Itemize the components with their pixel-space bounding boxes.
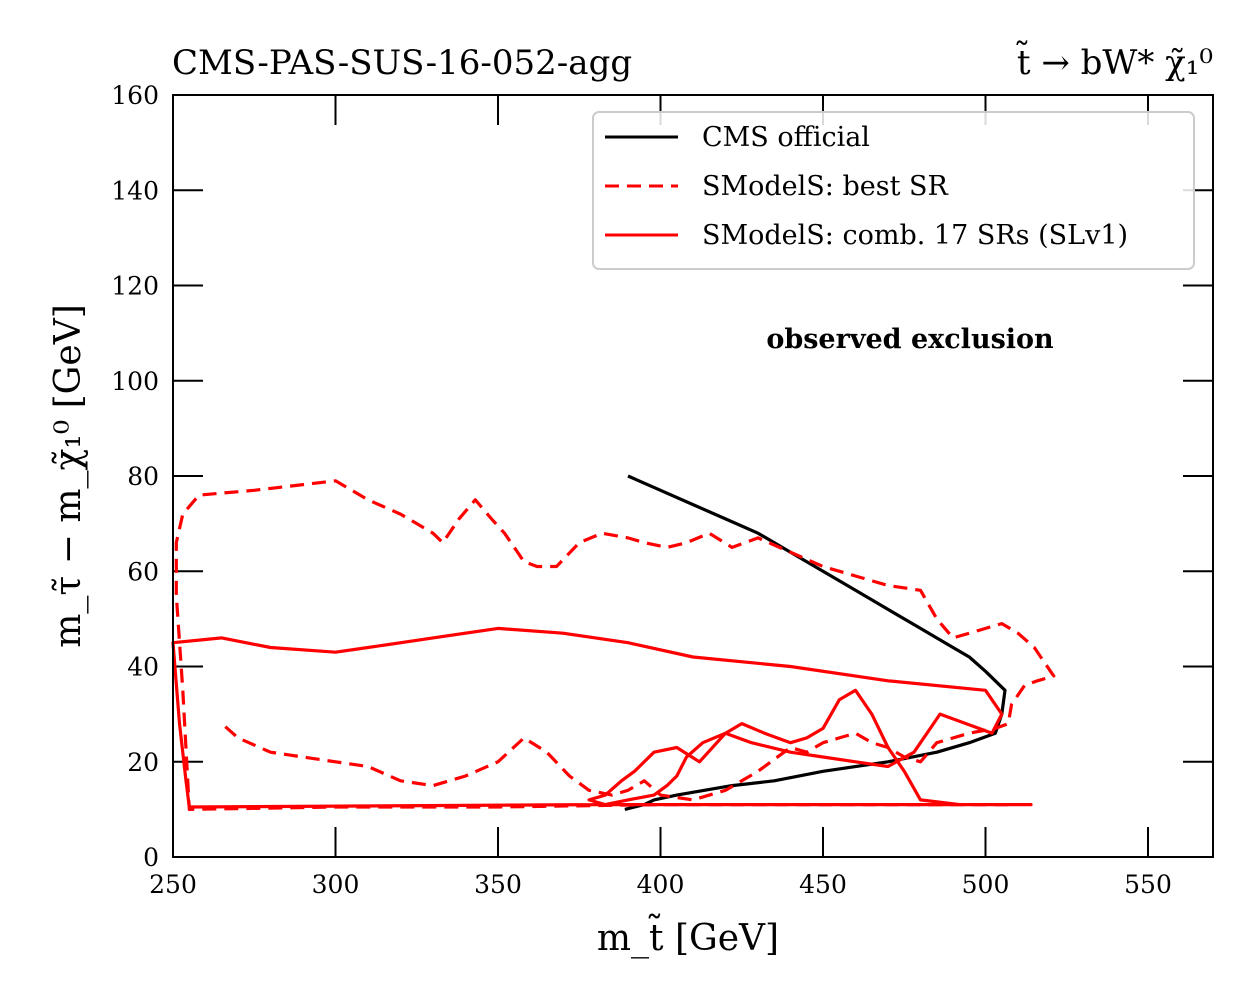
y-tick-label: 60 [127,557,159,586]
legend-label-cms-official: CMS official [702,122,870,153]
series-line-1 [174,479,1056,812]
y-tick-label: 160 [111,81,159,110]
series-line-0 [624,474,1007,811]
x-tick-label: 250 [149,870,197,899]
y-tick-label: 100 [111,367,159,396]
y-axis-title: m_τ̃ − m_χ̃₁⁰ [GeV] [48,304,89,648]
x-tick-label: 400 [637,870,685,899]
chart-title-right: t̃ → bW* χ̃₁⁰ [1016,40,1213,83]
y-tick-label: 0 [143,843,159,872]
plot-frame [172,94,1214,858]
y-tick-label: 80 [127,462,159,491]
y-tick-label: 20 [127,748,159,777]
y-tick-label: 140 [111,176,159,205]
y-tick-label: 40 [127,653,159,682]
legend-label-comb-17-srs: SModelS: comb. 17 SRs (SLv1) [702,220,1128,251]
series-layer [171,474,1056,812]
x-tick-label: 500 [962,870,1010,899]
legend-label-best-sr: SModelS: best SR [702,171,949,202]
x-tick-label: 450 [799,870,847,899]
legend: CMS official SModelS: best SR SModelS: c… [592,111,1195,270]
x-tick-label: 550 [1124,870,1172,899]
legend-box [592,111,1195,270]
series-line-2 [171,626,1033,809]
x-tick-label: 300 [312,870,360,899]
y-tick-label: 120 [111,272,159,301]
annotation-label: observed exclusion [766,324,1054,355]
chart-title-left: CMS-PAS-SUS-16-052-agg [172,43,632,83]
x-axis-title: m_t̃ [GeV] [597,914,779,959]
x-tick-label: 350 [474,870,522,899]
